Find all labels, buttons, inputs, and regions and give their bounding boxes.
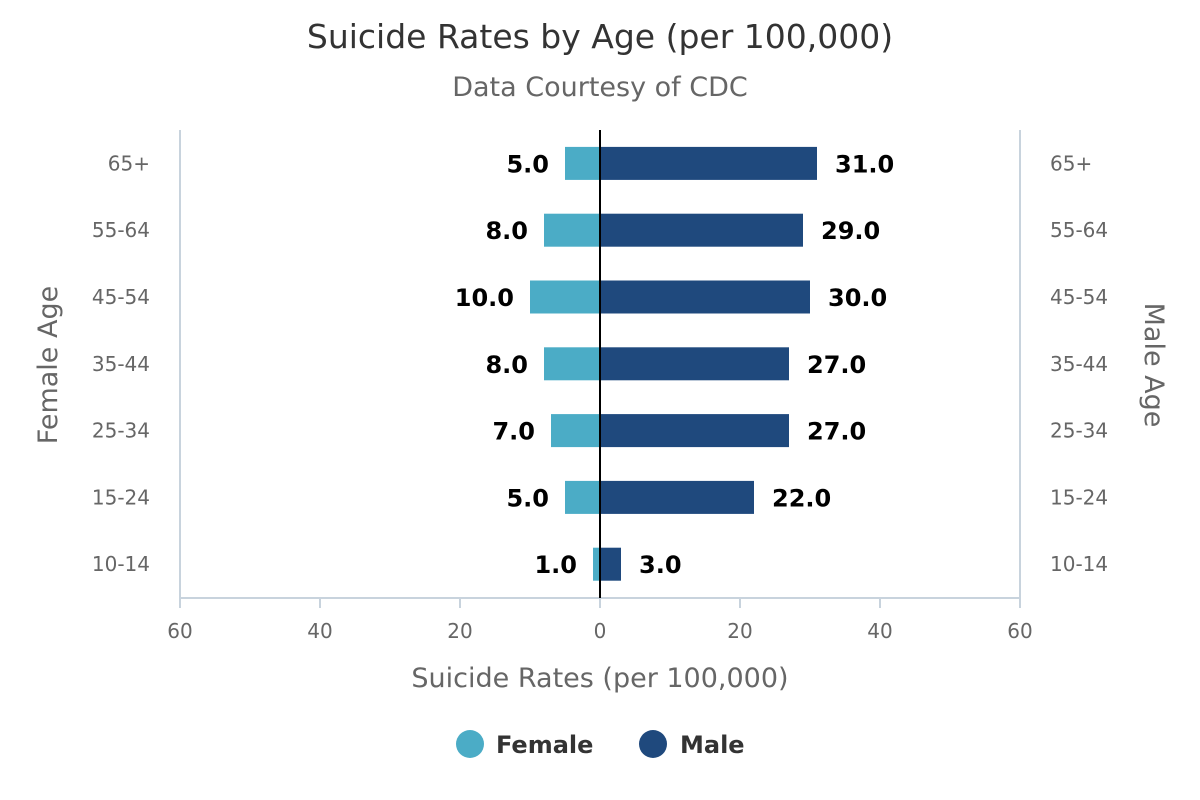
legend: Female Male: [456, 730, 745, 759]
bar-female: [544, 213, 600, 247]
x-tick-label: 20: [727, 619, 752, 643]
y-axis-left-title: Female Age: [33, 286, 64, 444]
labels-group: 65+ 65+ 5.0 31.0 55-64 55-64 8.0 29.0 45-54 45-54…: [92, 150, 1108, 579]
legend-label: Male: [680, 731, 745, 759]
bar-female: [530, 280, 600, 314]
legend-item-male[interactable]: Male: [639, 730, 745, 759]
x-axis-title: Suicide Rates (per 100,000): [411, 663, 788, 694]
category-label-right: 25-34: [1050, 419, 1108, 443]
bar-male: [600, 480, 754, 514]
x-tick-label: 60: [1007, 619, 1032, 643]
data-label-female: 5.0: [506, 150, 549, 178]
bar-female: [565, 480, 600, 514]
bar-male: [600, 213, 803, 247]
plot-frame: 60 40 20 0 20 40 60: [167, 130, 1033, 643]
legend-marker-icon: [639, 730, 667, 758]
bar-female: [551, 414, 600, 448]
category-label-left: 45-54: [92, 285, 150, 309]
bars-group: [530, 146, 817, 581]
data-label-female: 8.0: [485, 217, 528, 245]
data-label-male: 22.0: [772, 484, 831, 512]
category-label-right: 15-24: [1050, 485, 1108, 509]
category-label-right: 35-44: [1050, 352, 1108, 376]
category-label-right: 10-14: [1050, 552, 1108, 576]
data-label-female: 7.0: [492, 418, 535, 446]
category-label-left: 10-14: [92, 552, 150, 576]
x-tick-label: 40: [307, 619, 332, 643]
data-label-female: 5.0: [506, 484, 549, 512]
category-label-left: 65+: [108, 151, 150, 175]
bar-male: [600, 347, 789, 381]
bar-male: [600, 280, 810, 314]
x-tick-label: 40: [867, 619, 892, 643]
legend-marker-icon: [456, 730, 484, 758]
bar-male: [600, 146, 817, 180]
legend-label: Female: [496, 731, 593, 759]
legend-item-female[interactable]: Female: [456, 730, 593, 759]
category-label-left: 25-34: [92, 419, 150, 443]
category-label-right: 55-64: [1050, 218, 1108, 242]
data-label-male: 29.0: [821, 217, 880, 245]
x-tick-label: 20: [447, 619, 472, 643]
category-label-right: 45-54: [1050, 285, 1108, 309]
x-tick-label: 60: [167, 619, 192, 643]
y-axis-right-title: Male Age: [1138, 303, 1169, 428]
chart-title: Suicide Rates by Age (per 100,000): [307, 17, 893, 56]
data-label-male: 27.0: [807, 351, 866, 379]
bar-male: [600, 547, 621, 581]
data-label-female: 10.0: [455, 284, 514, 312]
category-label-left: 15-24: [92, 485, 150, 509]
bar-female: [544, 347, 600, 381]
data-label-male: 30.0: [828, 284, 887, 312]
bar-male: [600, 414, 789, 448]
x-tick-label: 0: [594, 619, 607, 643]
category-label-left: 35-44: [92, 352, 150, 376]
category-label-left: 55-64: [92, 218, 150, 242]
data-label-female: 1.0: [534, 551, 577, 579]
data-label-female: 8.0: [485, 351, 528, 379]
bar-female: [593, 547, 600, 581]
data-label-male: 3.0: [639, 551, 682, 579]
chart-subtitle: Data Courtesy of CDC: [452, 72, 748, 103]
bar-female: [565, 146, 600, 180]
data-label-male: 31.0: [835, 150, 894, 178]
category-label-right: 65+: [1050, 151, 1092, 175]
data-label-male: 27.0: [807, 418, 866, 446]
